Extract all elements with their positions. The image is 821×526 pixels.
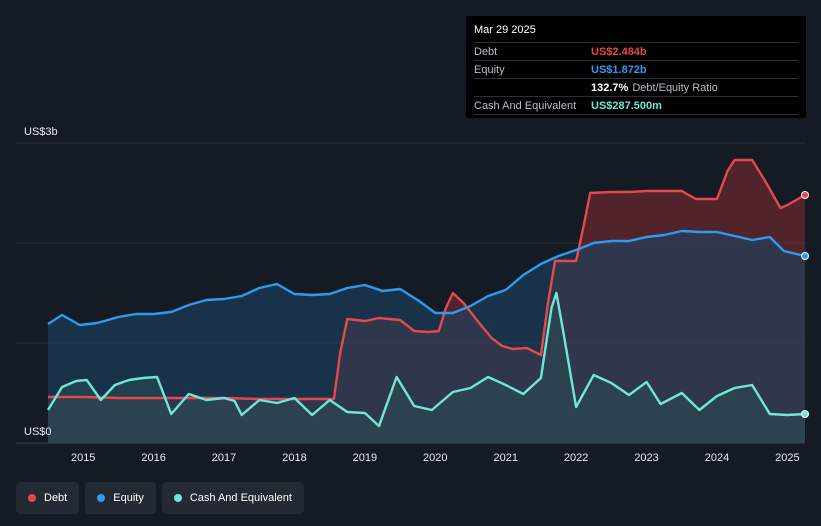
tooltip-label: Debt: [474, 45, 498, 58]
x-tick-label: 2018: [282, 452, 306, 464]
series-lines: [46, 158, 806, 428]
tooltip-value: US$287.500m: [591, 99, 662, 112]
series-area-2: [48, 293, 805, 443]
tooltip-value: 132.7%: [591, 81, 629, 94]
series-line-1: [47, 229, 806, 327]
series-line-0: [48, 158, 806, 401]
legend-label: Equity: [113, 492, 144, 504]
tooltip-value: US$1.872b: [591, 63, 647, 76]
x-tick-label: 2020: [423, 452, 447, 464]
tooltip-value: US$2.484b: [591, 45, 647, 58]
x-tick-label: 2021: [493, 452, 517, 464]
tooltip-label: Cash And Equivalent: [474, 99, 577, 112]
series-end-marker: [801, 410, 809, 418]
series-end-marker: [801, 191, 809, 199]
legend-dot-icon: [28, 494, 36, 502]
x-tick-label: 2017: [212, 452, 236, 464]
series-line-2: [46, 291, 806, 428]
legend-dot-icon: [97, 494, 106, 502]
x-tick-label: 2016: [141, 452, 165, 464]
tooltip-label: Equity: [474, 63, 505, 76]
y-axis-top-label: US$3b: [24, 126, 58, 138]
series-end-markers: [801, 191, 809, 418]
x-tick-label: 2015: [71, 452, 95, 464]
tooltip-row-equity: Equity US$1.872b: [474, 60, 798, 78]
x-tick-label: 2023: [634, 452, 658, 464]
tooltip-panel: Mar 29 2025 Debt US$2.484b Equity US$1.8…: [466, 16, 806, 118]
legend-item-cash[interactable]: Cash And Equivalent: [161, 482, 304, 514]
legend-item-debt[interactable]: Debt: [16, 482, 80, 514]
tooltip-date: Mar 29 2025: [474, 24, 536, 36]
series-end-marker: [801, 252, 809, 260]
x-axis-ticks: 2015 2016 2017 2018 2019 2020 2021 2022 2023 2024…: [71, 452, 800, 464]
x-tick-label: 2025: [775, 452, 799, 464]
legend-label: Debt: [44, 492, 68, 504]
y-axis-bottom-label: US$0: [24, 426, 52, 438]
x-tick-label: 2019: [353, 452, 377, 464]
x-tick-label: 2022: [564, 452, 588, 464]
tooltip-row-debt: Debt US$2.484b: [474, 42, 798, 60]
legend: Debt Equity Cash And Equivalent: [16, 482, 304, 514]
legend-dot-icon: [173, 494, 182, 502]
tooltip-row-cash: Cash And Equivalent US$287.500m: [474, 96, 798, 115]
x-tick-label: 2024: [705, 452, 729, 464]
tooltip-extra: Debt/Equity Ratio: [632, 81, 718, 94]
legend-label: Cash And Equivalent: [189, 492, 292, 504]
tooltip-row-ratio: 132.7% Debt/Equity Ratio: [474, 78, 798, 96]
legend-item-equity[interactable]: Equity: [85, 482, 156, 514]
series-areas: [48, 160, 805, 443]
